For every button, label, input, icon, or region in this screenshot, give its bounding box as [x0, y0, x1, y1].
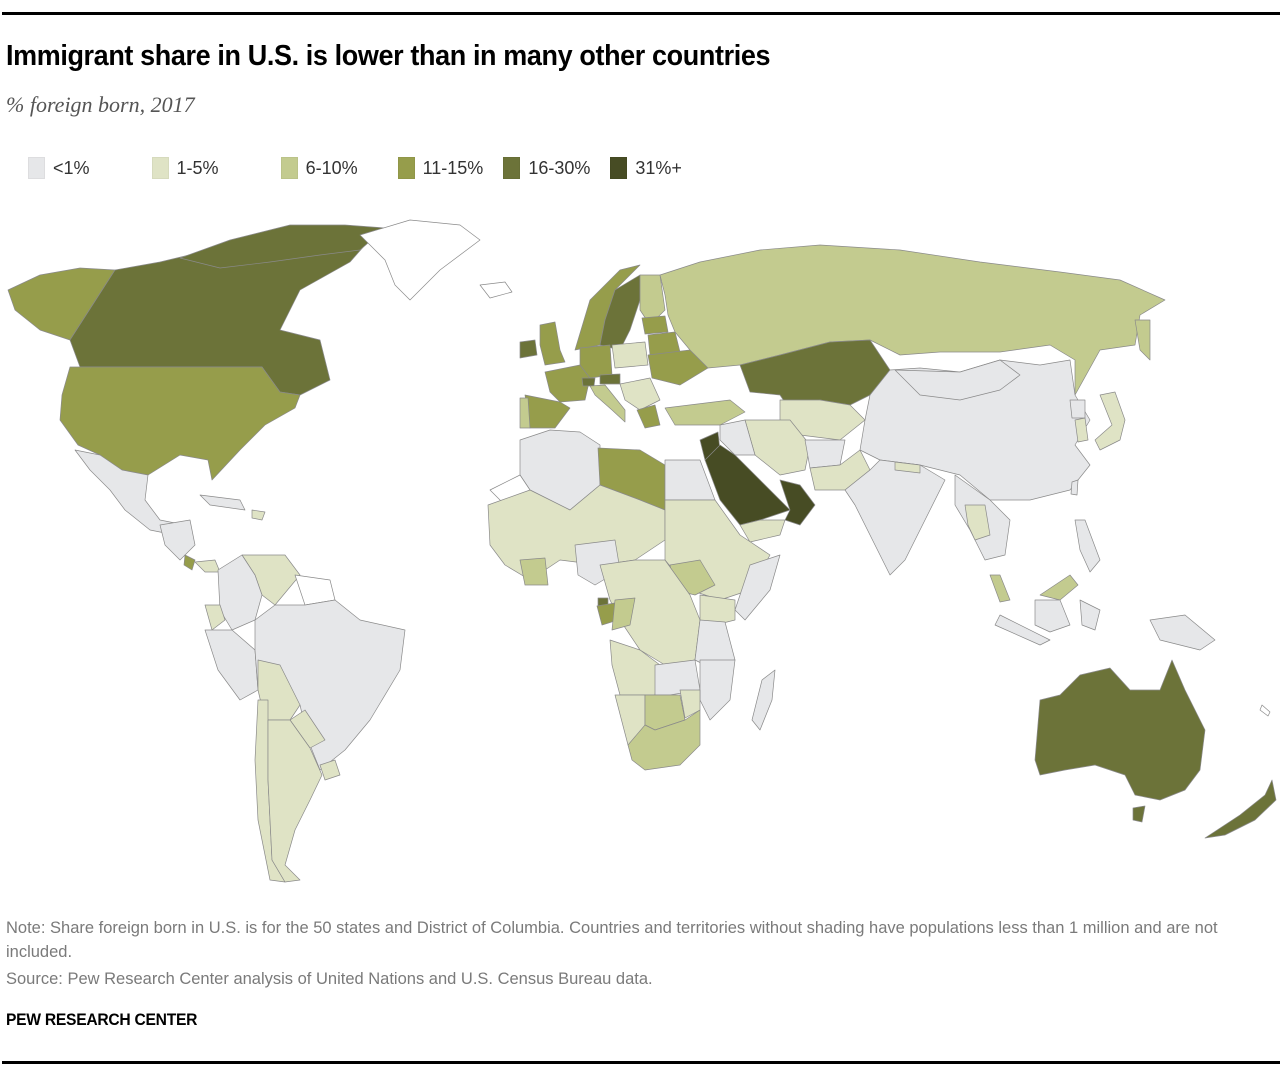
region-malaysia-peninsula — [989, 574, 1011, 603]
legend-label: <1% — [53, 157, 90, 178]
region-uk — [539, 321, 566, 366]
region-ukraine — [647, 349, 709, 386]
region-philippines — [1074, 519, 1101, 573]
world-map — [0, 215, 1280, 895]
region-indonesia — [994, 599, 1101, 646]
region-yemen — [739, 519, 786, 543]
region-saudi-arabia — [704, 444, 791, 526]
region-turkey — [664, 399, 746, 426]
legend-item-1-5: 1-5% — [151, 157, 219, 179]
pew-research-center-logo: PEW RESEARCH CENTER — [6, 1010, 198, 1029]
region-japan — [1094, 391, 1126, 451]
legend-item-lt1: <1% — [28, 157, 90, 179]
region-somalia — [734, 554, 781, 621]
region-new-caledonia — [1259, 704, 1271, 717]
region-south-africa — [627, 709, 701, 771]
region-australia — [1034, 659, 1206, 801]
region-poland — [611, 341, 649, 369]
legend-item-31plus: 31%+ — [610, 157, 682, 179]
region-korea-north — [1069, 399, 1086, 419]
legend-swatch — [28, 157, 45, 179]
region-russia — [659, 244, 1166, 396]
region-baltics — [641, 315, 669, 335]
region-mongolia-outline — [894, 359, 1021, 401]
region-cote-divoire — [519, 557, 549, 586]
region-uruguay — [319, 759, 341, 781]
legend: <1% 1-5% 6-10% 11-15% 16-30% 31%+ — [28, 157, 682, 179]
region-afghanistan — [804, 439, 846, 469]
region-congo-rep — [611, 597, 636, 631]
legend-swatch — [151, 157, 169, 179]
legend-label: 16-30% — [528, 157, 591, 178]
legend-swatch — [610, 157, 628, 179]
region-nepal — [894, 461, 921, 474]
region-iceland — [479, 281, 513, 299]
chart-note: Note: Share foreign born in U.S. is for … — [6, 919, 1218, 961]
region-iraq — [719, 419, 756, 456]
region-ecuador — [204, 604, 226, 631]
legend-label: 11-15% — [422, 157, 484, 178]
region-dominican-rep — [251, 509, 266, 521]
region-switzerland — [581, 377, 596, 387]
region-argentina — [267, 719, 323, 883]
region-balkans — [619, 377, 661, 411]
legend-item-6-10: 6-10% — [280, 157, 358, 179]
region-malaysia-borneo — [1039, 574, 1079, 601]
legend-item-11-15: 11-15% — [397, 157, 484, 179]
region-greenland — [359, 219, 481, 301]
region-tasmania — [1132, 805, 1146, 823]
legend-label: 1-5% — [176, 157, 219, 178]
region-portugal — [519, 397, 531, 429]
region-italy — [589, 384, 626, 423]
region-panama — [194, 559, 221, 573]
region-costa-rica — [183, 554, 196, 571]
region-kamchatka — [1134, 319, 1151, 361]
legend-label: 31%+ — [635, 157, 682, 178]
legend-swatch — [280, 157, 298, 179]
region-guianas — [294, 574, 336, 606]
region-madagascar — [751, 669, 776, 731]
region-kazakhstan — [739, 339, 891, 411]
region-greece — [636, 404, 661, 429]
region-central-america — [159, 519, 196, 561]
chart-subtitle: % foreign born, 2017 — [6, 92, 195, 117]
region-tanzania — [694, 619, 736, 666]
legend-swatch — [503, 157, 521, 179]
chart-title: Immigrant share in U.S. is lower than in… — [6, 40, 771, 72]
region-new-zealand — [1204, 779, 1277, 839]
region-peru — [204, 629, 259, 701]
legend-item-16-30: 16-30% — [503, 157, 590, 179]
region-taiwan — [1070, 479, 1079, 496]
bottom-rule — [2, 1061, 1280, 1064]
region-west-africa — [487, 484, 666, 581]
region-usa — [59, 366, 301, 481]
region-cuba — [199, 494, 246, 511]
region-korea-south — [1074, 417, 1089, 443]
region-papua-new-guinea — [1149, 614, 1216, 651]
chart-source: Source: Pew Research Center analysis of … — [6, 970, 653, 988]
region-india — [844, 459, 946, 576]
region-oman-uae — [779, 479, 816, 526]
region-mozambique — [699, 659, 736, 721]
legend-swatch — [397, 157, 415, 179]
top-rule — [2, 12, 1280, 15]
region-austria — [599, 373, 621, 385]
region-thailand — [964, 504, 991, 541]
legend-label: 6-10% — [305, 157, 358, 178]
region-ireland — [519, 339, 538, 359]
